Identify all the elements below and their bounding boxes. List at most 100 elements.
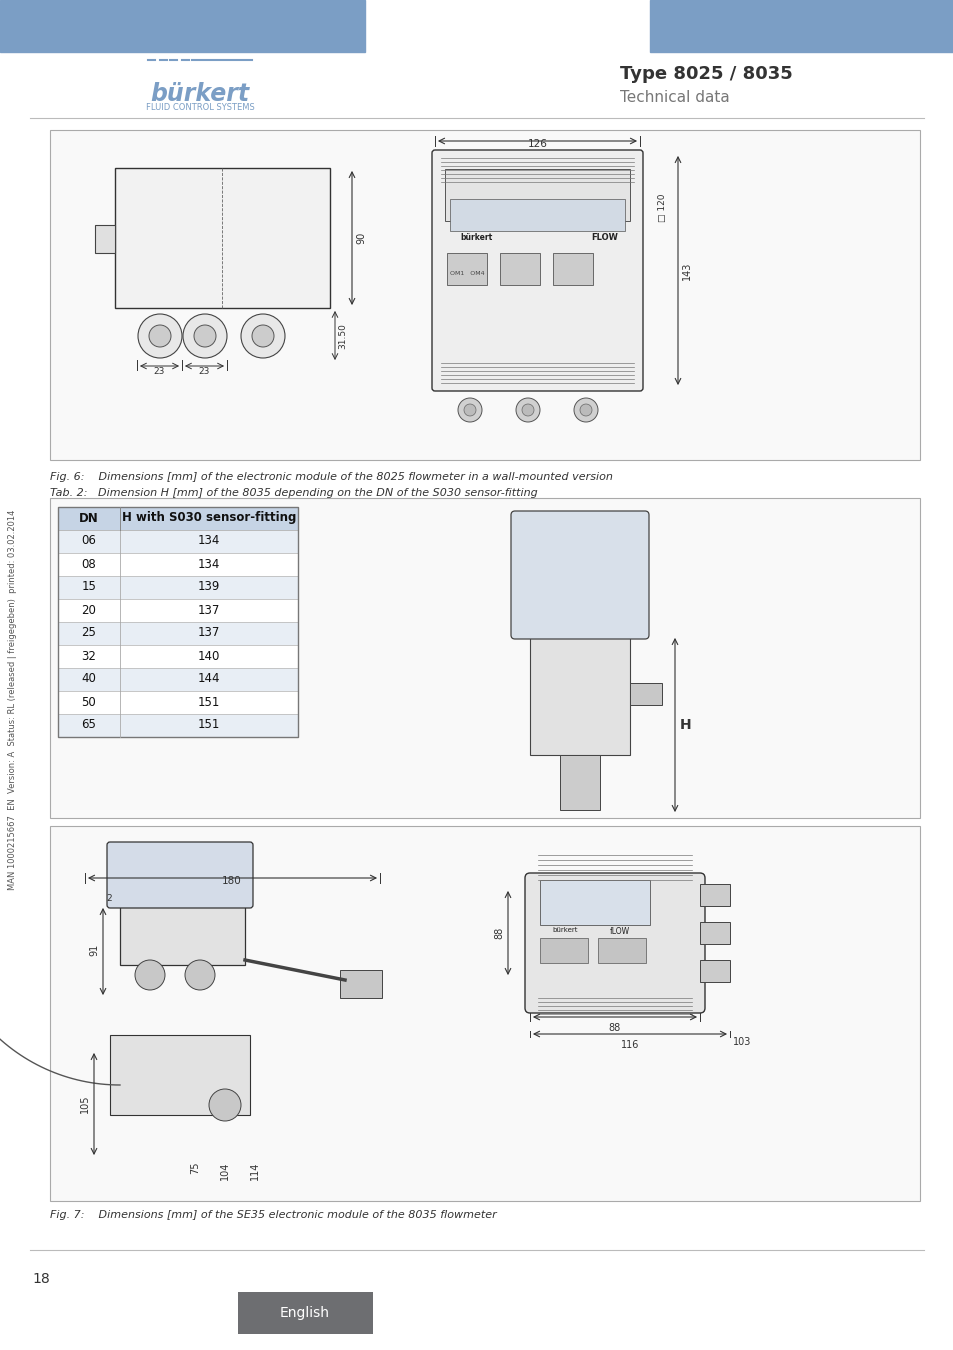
Circle shape bbox=[183, 315, 227, 358]
Circle shape bbox=[241, 315, 285, 358]
Text: 180: 180 bbox=[222, 876, 242, 886]
Text: 32: 32 bbox=[81, 649, 96, 663]
Circle shape bbox=[521, 404, 534, 416]
Text: bürkert: bürkert bbox=[459, 234, 492, 242]
Circle shape bbox=[135, 960, 165, 990]
Text: 50: 50 bbox=[82, 695, 96, 709]
Bar bbox=[58, 714, 297, 737]
FancyBboxPatch shape bbox=[511, 512, 648, 639]
Bar bbox=[50, 498, 919, 818]
Text: 140: 140 bbox=[197, 649, 220, 663]
Text: DN: DN bbox=[79, 512, 99, 525]
Text: 08: 08 bbox=[82, 558, 96, 571]
Bar bbox=[339, 971, 381, 998]
Circle shape bbox=[457, 398, 481, 423]
Text: OM1   OM4: OM1 OM4 bbox=[449, 271, 484, 275]
Text: 134: 134 bbox=[197, 558, 220, 571]
Bar bbox=[110, 1035, 250, 1115]
Text: 105: 105 bbox=[80, 1095, 90, 1114]
Bar bbox=[50, 826, 919, 1202]
FancyBboxPatch shape bbox=[432, 150, 642, 392]
Text: H: H bbox=[679, 718, 691, 732]
Bar bbox=[700, 884, 729, 906]
Text: 103: 103 bbox=[732, 1037, 751, 1048]
Bar bbox=[649, 0, 953, 53]
Bar bbox=[530, 625, 629, 755]
Text: 15: 15 bbox=[81, 580, 96, 594]
Text: 88: 88 bbox=[494, 927, 503, 940]
FancyBboxPatch shape bbox=[524, 873, 704, 1012]
Text: FLOW: FLOW bbox=[591, 234, 618, 242]
Text: English: English bbox=[280, 1305, 330, 1320]
Text: 151: 151 bbox=[197, 695, 220, 709]
Text: 143: 143 bbox=[681, 262, 691, 279]
Text: 137: 137 bbox=[197, 603, 220, 617]
Text: 137: 137 bbox=[197, 626, 220, 640]
Text: 91: 91 bbox=[89, 944, 99, 956]
Text: 116: 116 bbox=[620, 1040, 639, 1050]
Text: H with S030 sensor-fitting: H with S030 sensor-fitting bbox=[122, 512, 295, 525]
Bar bbox=[700, 960, 729, 981]
Text: Type 8025 / 8035: Type 8025 / 8035 bbox=[619, 65, 792, 82]
Circle shape bbox=[209, 1089, 241, 1120]
Bar bbox=[58, 508, 297, 531]
Bar bbox=[58, 645, 297, 668]
Text: 144: 144 bbox=[197, 672, 220, 686]
Text: 31.50: 31.50 bbox=[337, 323, 347, 348]
Bar bbox=[629, 683, 661, 705]
Bar bbox=[58, 576, 297, 599]
Bar bbox=[553, 252, 593, 285]
Text: 23: 23 bbox=[198, 367, 210, 377]
Circle shape bbox=[579, 404, 592, 416]
Text: Fig. 6:    Dimensions [mm] of the electronic module of the 8025 flowmeter in a w: Fig. 6: Dimensions [mm] of the electroni… bbox=[50, 472, 612, 482]
Bar bbox=[559, 755, 599, 810]
Bar bbox=[58, 508, 297, 737]
Bar bbox=[598, 938, 645, 963]
Bar bbox=[58, 554, 297, 576]
Bar bbox=[539, 938, 587, 963]
Bar bbox=[58, 599, 297, 622]
Circle shape bbox=[463, 404, 476, 416]
Text: 40: 40 bbox=[81, 672, 96, 686]
Text: 104: 104 bbox=[220, 1162, 230, 1180]
Text: 151: 151 bbox=[197, 718, 220, 732]
Text: 2: 2 bbox=[106, 894, 112, 903]
Text: Tab. 2:   Dimension H [mm] of the 8035 depending on the DN of the S030 sensor-fi: Tab. 2: Dimension H [mm] of the 8035 dep… bbox=[50, 487, 537, 498]
Text: bürkert: bürkert bbox=[552, 927, 577, 933]
Text: 139: 139 bbox=[197, 580, 220, 594]
Bar bbox=[700, 922, 729, 944]
Text: 114: 114 bbox=[250, 1162, 260, 1180]
Bar bbox=[237, 1292, 373, 1334]
Bar bbox=[447, 252, 486, 285]
Bar bbox=[0, 0, 365, 53]
Text: bürkert: bürkert bbox=[151, 82, 250, 107]
Bar bbox=[539, 880, 649, 925]
Bar bbox=[444, 169, 629, 221]
Text: 23: 23 bbox=[153, 367, 165, 377]
Bar bbox=[95, 225, 115, 252]
Circle shape bbox=[574, 398, 598, 423]
Bar bbox=[115, 167, 330, 308]
Bar bbox=[58, 691, 297, 714]
Text: 20: 20 bbox=[81, 603, 96, 617]
Text: 134: 134 bbox=[197, 535, 220, 548]
Bar bbox=[50, 130, 919, 460]
Text: MAN 1000215667  EN  Version: A  Status: RL (released | freigegeben)  printed: 03: MAN 1000215667 EN Version: A Status: RL … bbox=[9, 510, 17, 890]
Circle shape bbox=[516, 398, 539, 423]
Bar bbox=[499, 252, 539, 285]
Text: 18: 18 bbox=[32, 1272, 50, 1287]
FancyBboxPatch shape bbox=[107, 842, 253, 909]
Text: 65: 65 bbox=[81, 718, 96, 732]
Text: 126: 126 bbox=[527, 139, 547, 148]
Bar bbox=[450, 198, 624, 231]
Circle shape bbox=[185, 960, 214, 990]
Text: □ 120: □ 120 bbox=[658, 193, 666, 221]
Bar bbox=[58, 668, 297, 691]
Bar bbox=[58, 531, 297, 554]
Bar bbox=[120, 896, 245, 965]
Text: fLOW: fLOW bbox=[609, 927, 629, 936]
Text: 90: 90 bbox=[355, 232, 366, 244]
Circle shape bbox=[252, 325, 274, 347]
Text: Fig. 7:    Dimensions [mm] of the SE35 electronic module of the 8035 flowmeter: Fig. 7: Dimensions [mm] of the SE35 elec… bbox=[50, 1210, 497, 1220]
Circle shape bbox=[193, 325, 215, 347]
